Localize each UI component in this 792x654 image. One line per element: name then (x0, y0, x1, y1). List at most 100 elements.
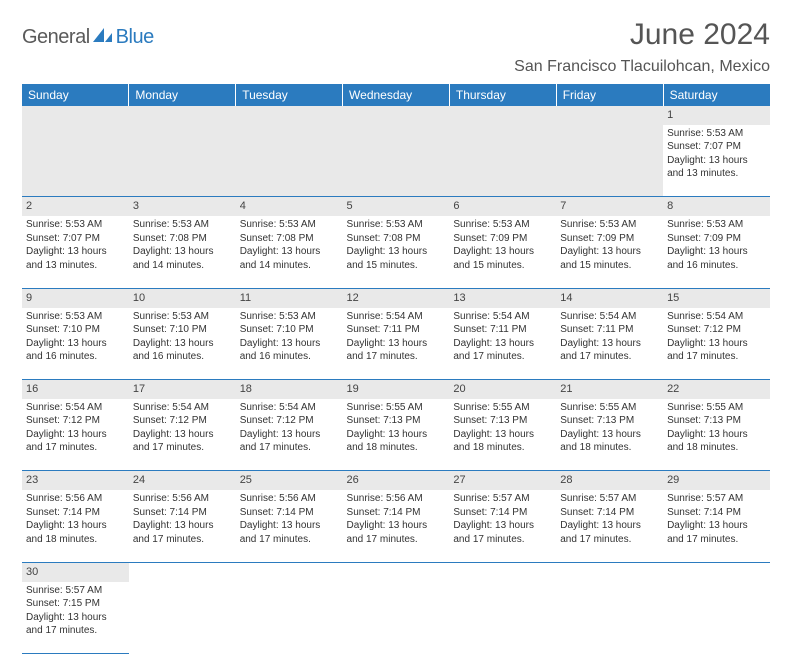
day-number: 28 (560, 474, 572, 486)
day-details: Sunrise: 5:53 AMSunset: 7:09 PMDaylight:… (667, 218, 766, 272)
detail-line-sr: Sunrise: 5:57 AM (453, 492, 552, 506)
detail-line-dl2: and 17 minutes. (240, 441, 339, 455)
day-details-cell: Sunrise: 5:54 AMSunset: 7:12 PMDaylight:… (22, 399, 129, 471)
detail-line-dl2: and 18 minutes. (667, 441, 766, 455)
day-details: Sunrise: 5:53 AMSunset: 7:09 PMDaylight:… (560, 218, 659, 272)
day-details-cell: Sunrise: 5:54 AMSunset: 7:12 PMDaylight:… (129, 399, 236, 471)
detail-line-dl1: Daylight: 13 hours (133, 337, 232, 351)
detail-line-ss: Sunset: 7:12 PM (667, 323, 766, 337)
day-number-cell (343, 106, 450, 125)
day-number: 23 (26, 474, 38, 486)
detail-line-dl1: Daylight: 13 hours (347, 519, 446, 533)
detail-line-dl1: Daylight: 13 hours (133, 519, 232, 533)
detail-line-ss: Sunset: 7:09 PM (453, 232, 552, 246)
detail-line-dl1: Daylight: 13 hours (26, 611, 125, 625)
detail-line-sr: Sunrise: 5:53 AM (133, 218, 232, 232)
day-number-cell: 17 (129, 380, 236, 399)
detail-line-sr: Sunrise: 5:53 AM (667, 218, 766, 232)
detail-line-ss: Sunset: 7:13 PM (667, 414, 766, 428)
day-details-cell: Sunrise: 5:56 AMSunset: 7:14 PMDaylight:… (236, 490, 343, 562)
weekday-header: Wednesday (343, 84, 450, 106)
day-number: 24 (133, 474, 145, 486)
day-details: Sunrise: 5:57 AMSunset: 7:15 PMDaylight:… (26, 584, 125, 638)
calendar-table: Sunday Monday Tuesday Wednesday Thursday… (22, 84, 770, 654)
logo-text-general: General (22, 26, 90, 49)
day-details: Sunrise: 5:57 AMSunset: 7:14 PMDaylight:… (667, 492, 766, 546)
day-number-cell (129, 562, 236, 581)
day-number-cell: 12 (343, 288, 450, 307)
detail-line-dl1: Daylight: 13 hours (26, 245, 125, 259)
day-number: 27 (453, 474, 465, 486)
detail-line-dl2: and 17 minutes. (26, 624, 125, 638)
day-number-cell (236, 106, 343, 125)
day-number: 14 (560, 292, 572, 304)
detail-line-ss: Sunset: 7:08 PM (133, 232, 232, 246)
day-number-cell: 23 (22, 471, 129, 490)
detail-line-ss: Sunset: 7:08 PM (347, 232, 446, 246)
detail-line-dl2: and 15 minutes. (560, 259, 659, 273)
detail-line-dl1: Daylight: 13 hours (240, 428, 339, 442)
detail-line-sr: Sunrise: 5:54 AM (453, 310, 552, 324)
day-number: 6 (453, 200, 459, 212)
day-number: 29 (667, 474, 679, 486)
day-details: Sunrise: 5:55 AMSunset: 7:13 PMDaylight:… (453, 401, 552, 455)
day-number-cell: 7 (556, 197, 663, 216)
detail-line-dl2: and 17 minutes. (240, 533, 339, 547)
day-number-cell: 24 (129, 471, 236, 490)
day-details-cell: Sunrise: 5:55 AMSunset: 7:13 PMDaylight:… (556, 399, 663, 471)
day-number: 15 (667, 292, 679, 304)
detail-line-dl2: and 17 minutes. (347, 350, 446, 364)
day-details-cell (129, 582, 236, 654)
day-details: Sunrise: 5:54 AMSunset: 7:11 PMDaylight:… (347, 310, 446, 364)
day-details: Sunrise: 5:53 AMSunset: 7:10 PMDaylight:… (26, 310, 125, 364)
title-block: June 2024 San Francisco Tlacuilohcan, Me… (514, 18, 770, 76)
detail-line-ss: Sunset: 7:14 PM (453, 506, 552, 520)
weekday-header: Saturday (663, 84, 770, 106)
day-details: Sunrise: 5:54 AMSunset: 7:11 PMDaylight:… (453, 310, 552, 364)
day-details: Sunrise: 5:53 AMSunset: 7:10 PMDaylight:… (240, 310, 339, 364)
weekday-header: Friday (556, 84, 663, 106)
detail-line-dl2: and 16 minutes. (133, 350, 232, 364)
weekday-header-row: Sunday Monday Tuesday Wednesday Thursday… (22, 84, 770, 106)
detail-line-dl2: and 17 minutes. (133, 533, 232, 547)
detail-line-dl1: Daylight: 13 hours (347, 245, 446, 259)
day-number: 5 (347, 200, 353, 212)
detail-line-dl1: Daylight: 13 hours (133, 428, 232, 442)
day-details-cell: Sunrise: 5:53 AMSunset: 7:07 PMDaylight:… (663, 125, 770, 197)
day-details-cell: Sunrise: 5:55 AMSunset: 7:13 PMDaylight:… (343, 399, 450, 471)
detail-line-sr: Sunrise: 5:53 AM (667, 127, 766, 141)
detail-line-ss: Sunset: 7:13 PM (347, 414, 446, 428)
detail-line-ss: Sunset: 7:12 PM (240, 414, 339, 428)
weekday-header: Thursday (449, 84, 556, 106)
day-number: 13 (453, 292, 465, 304)
day-details-cell: Sunrise: 5:54 AMSunset: 7:11 PMDaylight:… (449, 308, 556, 380)
day-details-cell: Sunrise: 5:53 AMSunset: 7:09 PMDaylight:… (663, 216, 770, 288)
detail-line-dl2: and 17 minutes. (453, 533, 552, 547)
day-number-cell: 10 (129, 288, 236, 307)
day-number: 2 (26, 200, 32, 212)
daynum-row: 1 (22, 106, 770, 125)
day-details: Sunrise: 5:56 AMSunset: 7:14 PMDaylight:… (26, 492, 125, 546)
day-details: Sunrise: 5:53 AMSunset: 7:10 PMDaylight:… (133, 310, 232, 364)
detail-line-dl2: and 13 minutes. (667, 167, 766, 181)
detail-line-dl2: and 17 minutes. (560, 533, 659, 547)
day-number: 17 (133, 383, 145, 395)
day-details-cell: Sunrise: 5:57 AMSunset: 7:15 PMDaylight:… (22, 582, 129, 654)
day-number: 22 (667, 383, 679, 395)
day-number-cell: 3 (129, 197, 236, 216)
day-details: Sunrise: 5:56 AMSunset: 7:14 PMDaylight:… (133, 492, 232, 546)
day-number: 10 (133, 292, 145, 304)
day-number-cell: 28 (556, 471, 663, 490)
day-number-cell: 13 (449, 288, 556, 307)
detail-line-dl1: Daylight: 13 hours (240, 245, 339, 259)
detail-line-dl1: Daylight: 13 hours (453, 428, 552, 442)
detail-line-ss: Sunset: 7:13 PM (560, 414, 659, 428)
detail-line-ss: Sunset: 7:11 PM (347, 323, 446, 337)
detail-line-sr: Sunrise: 5:55 AM (347, 401, 446, 415)
detail-line-ss: Sunset: 7:14 PM (667, 506, 766, 520)
day-details-cell: Sunrise: 5:53 AMSunset: 7:07 PMDaylight:… (22, 216, 129, 288)
day-details: Sunrise: 5:57 AMSunset: 7:14 PMDaylight:… (453, 492, 552, 546)
detail-line-dl1: Daylight: 13 hours (453, 519, 552, 533)
day-number: 9 (26, 292, 32, 304)
detail-line-dl1: Daylight: 13 hours (26, 428, 125, 442)
